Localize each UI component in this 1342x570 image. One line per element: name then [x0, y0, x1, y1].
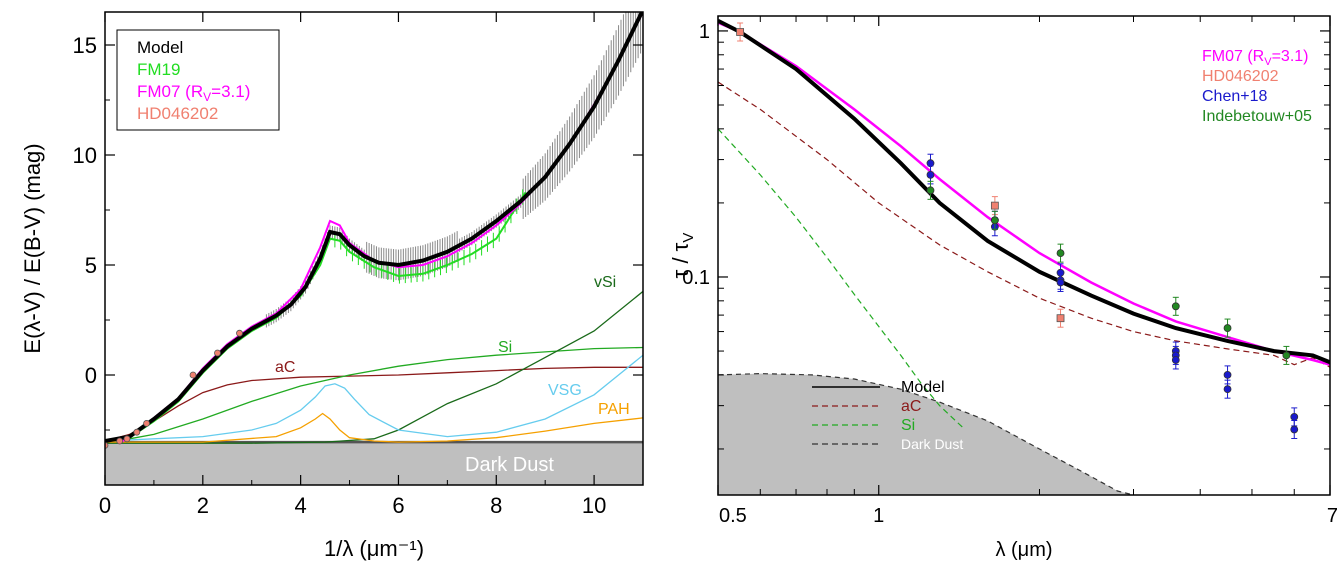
y-tick-label: 0 — [85, 363, 97, 388]
y-tick-label: 5 — [85, 253, 97, 278]
chen-18-point — [1171, 356, 1180, 364]
indebetouw-05-point — [926, 186, 935, 195]
x-tick-label: 10 — [582, 493, 606, 518]
hd046202-point — [123, 435, 131, 443]
y-axis-label: E(λ-V) / E(B-V) (mag) — [20, 143, 45, 353]
legend-entry: HD046202 — [137, 104, 218, 123]
chen-18-point — [1290, 412, 1299, 421]
hd046202-point — [1056, 314, 1065, 323]
indebetouw-05-point — [1282, 351, 1291, 360]
component-vsg-line — [105, 354, 643, 442]
legend-entry: Chen+18 — [1202, 88, 1267, 105]
component-label-dark-dust: Dark Dust — [465, 454, 554, 476]
indebetouw-05-point — [1223, 324, 1232, 332]
chen-18-point — [1223, 370, 1232, 379]
x-axis-label: 1/λ (μm⁻¹) — [324, 536, 424, 561]
component-pah-line — [105, 412, 643, 443]
indebetouw-05-point — [1056, 249, 1065, 258]
y-tick-label: 15 — [73, 33, 97, 58]
y-tick-label: 1 — [699, 21, 710, 43]
x-tick-label: 0 — [99, 493, 111, 518]
hd046202-point — [214, 349, 221, 357]
x-axis-label: λ (μm) — [995, 539, 1052, 561]
right-plot-area — [718, 19, 1330, 495]
x-tick-label: 2 — [197, 493, 209, 518]
hd046202-point — [143, 419, 150, 427]
left-legend: Model FM19 FM07 (RV=3.1)HD046202 — [116, 29, 280, 131]
x-tick-label: 8 — [490, 493, 502, 518]
dark-dust-region — [105, 442, 643, 485]
indebetouw-05-point — [990, 216, 999, 225]
y-tick-label: 0.1 — [682, 267, 710, 289]
series-si-line — [718, 128, 966, 430]
y-tick-label: 10 — [73, 143, 97, 168]
chen-18-point — [1056, 278, 1065, 287]
legend-entry: aC — [901, 398, 921, 415]
legend-entry: Model — [901, 379, 945, 396]
legend-entry: Dark Dust — [901, 436, 963, 452]
hd046202-point — [990, 201, 999, 210]
y-axis-label: τ / τV — [668, 233, 697, 279]
hd046202-point — [116, 437, 124, 445]
component-label-vsi: vSi — [594, 274, 616, 291]
component-label-ac: aC — [275, 359, 295, 376]
legend-entry: FM19 — [137, 60, 180, 79]
component-label-si: Si — [498, 339, 512, 356]
x-tick-label: 0.5 — [719, 505, 747, 527]
component-label-vsg: VSG — [548, 382, 582, 399]
component-si-line — [105, 346, 643, 442]
legend-entry: Indebetouw+05 — [1202, 108, 1312, 125]
component-label-pah: PAH — [598, 401, 630, 418]
x-tick-label: 7 — [1327, 505, 1338, 527]
left-panel: 0 2 4 6 8 10 0 5 10 15 1/λ (μm⁻¹) E(λ-V) / E(B-V) (… — [20, 11, 644, 561]
indebetouw-05-point — [1171, 302, 1180, 311]
right-plot-frame — [717, 15, 1331, 496]
legend-entry: FM07 (RV=3.1) — [137, 82, 250, 104]
legend-entry: Model — [137, 38, 183, 57]
hd046202-point — [236, 329, 243, 337]
legend-entry: FM07 (RV=3.1) — [1202, 48, 1309, 68]
x-tick-label: 1 — [873, 505, 884, 527]
dark-dust-region — [718, 373, 1134, 495]
left-plot-frame — [104, 11, 644, 486]
series-model-line — [105, 12, 643, 443]
legend-entry: HD046202 — [1202, 68, 1279, 85]
series-fm19-line — [105, 191, 527, 442]
series-ac-line — [718, 81, 1330, 368]
legend-box — [116, 29, 280, 131]
chen-18-point — [1290, 425, 1299, 434]
hd046202-point — [189, 371, 197, 379]
component-ac-line — [105, 366, 643, 442]
chen-18-point — [926, 170, 935, 179]
chen-18-point — [1223, 385, 1232, 394]
series-model-line — [718, 19, 1330, 365]
legend-entry: Si — [901, 417, 915, 434]
hd046202-point — [133, 428, 141, 436]
component-vsi-line — [105, 290, 643, 444]
right-panel: 0.5 1 7 1 0.1 λ (μm) τ / τV FM07 (RV=3.1)HD0462… — [668, 15, 1338, 561]
series-dark-dust-line — [718, 372, 1134, 495]
x-tick-label: 4 — [295, 493, 307, 518]
x-tick-label: 6 — [392, 493, 404, 518]
left-plot-area — [105, 12, 643, 485]
hd046202-point — [736, 28, 745, 36]
